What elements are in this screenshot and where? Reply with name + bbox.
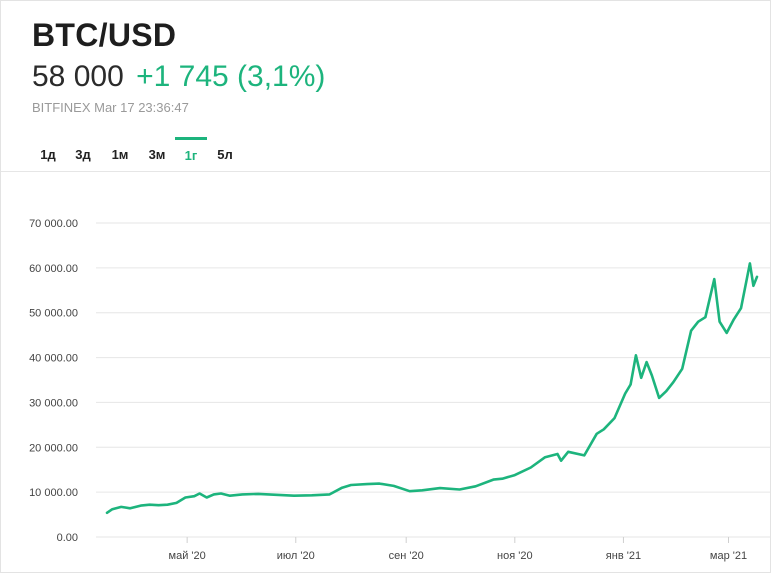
price-change: +1 745 (3,1%) — [136, 60, 326, 93]
x-axis: май '20 июл '20 сен '20 ноя '20 янв '21 мар '… — [169, 537, 747, 562]
current-price: 58 000 — [32, 60, 124, 93]
quote-line: 58 000 +1 745 (3,1%) — [32, 60, 325, 94]
quote-header: BTC/USD 58 000 +1 745 (3,1%) BITFINEX Ma… — [32, 17, 325, 115]
period-tabs: 1д 3д 1м 3м 1г 5л — [1, 137, 771, 172]
y-axis: 0.00 10 000.00 20 000.00 30 000.00 40 000.00… — [29, 218, 78, 544]
price-chart: 0.00 10 000.00 20 000.00 30 000.00 40 000.00… — [29, 218, 770, 562]
x-tick-label: сен '20 — [389, 550, 424, 562]
x-tick-label: мар '21 — [710, 550, 747, 562]
y-tick-label: 30 000.00 — [29, 397, 78, 409]
tab-3m[interactable]: 3м — [148, 147, 166, 162]
price-line — [105, 262, 759, 515]
x-tick-label: май '20 — [169, 550, 206, 562]
y-tick-label: 60 000.00 — [29, 263, 78, 275]
y-tick-label: 70 000.00 — [29, 218, 78, 230]
x-tick-label: янв '21 — [606, 550, 641, 562]
x-tick-label: июл '20 — [277, 550, 315, 562]
source-timestamp: BITFINEX Mar 17 23:36:47 — [32, 100, 189, 115]
tab-5y[interactable]: 5л — [217, 147, 233, 162]
grid-layer — [96, 222, 770, 538]
tab-1y[interactable]: 1г — [175, 137, 207, 171]
tab-3d[interactable]: 3д — [75, 147, 91, 162]
y-tick-label: 10 000.00 — [29, 487, 78, 499]
x-tick-label: ноя '20 — [497, 550, 533, 562]
y-tick-label: 40 000.00 — [29, 353, 78, 365]
tab-1m[interactable]: 1м — [111, 147, 129, 162]
y-tick-label: 50 000.00 — [29, 308, 78, 320]
y-tick-label: 0.00 — [57, 532, 78, 544]
tab-1d[interactable]: 1д — [40, 147, 56, 162]
ticker-title: BTC/USD — [32, 17, 177, 53]
y-tick-label: 20 000.00 — [29, 442, 78, 454]
